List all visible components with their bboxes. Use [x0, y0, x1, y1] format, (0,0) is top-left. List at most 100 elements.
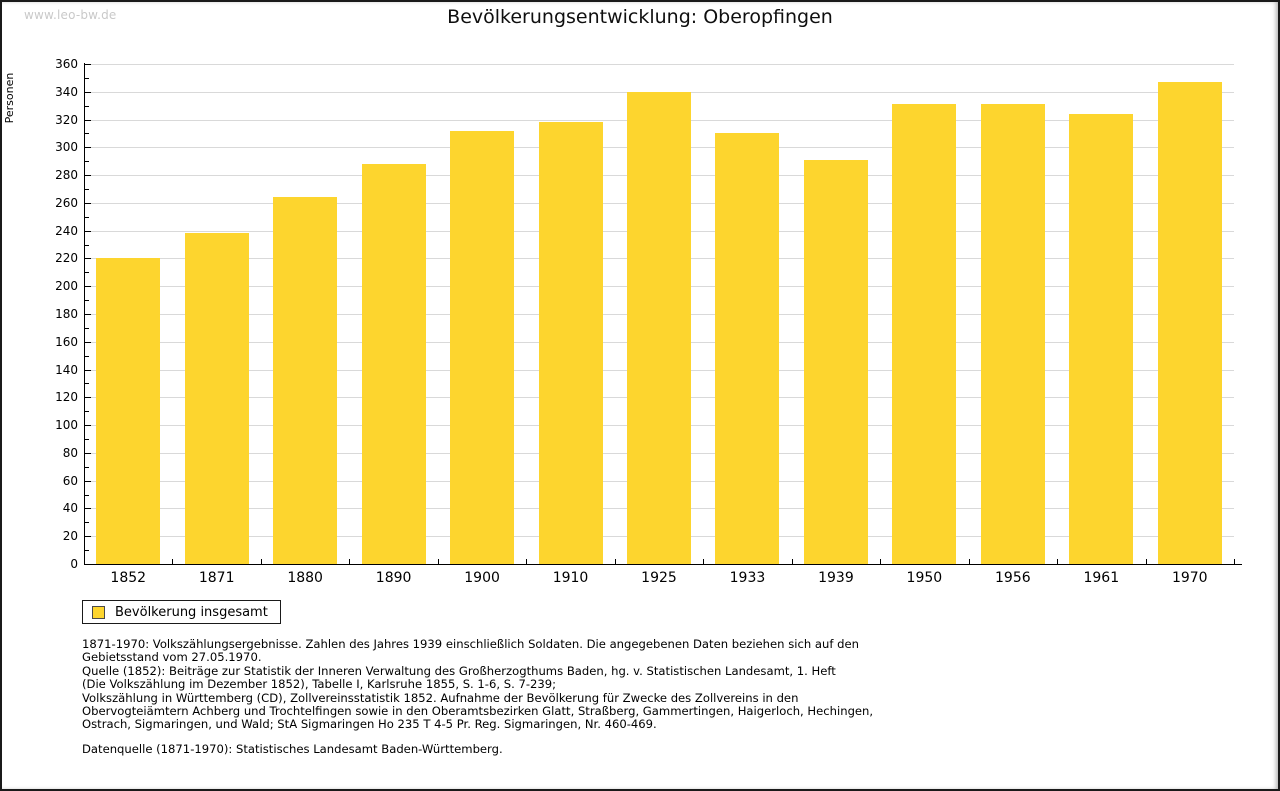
x-boundary-tick	[791, 559, 793, 564]
x-boundary-tick	[437, 559, 439, 564]
x-boundary-tick	[526, 559, 528, 564]
y-major-tick	[85, 175, 91, 177]
x-tick-label: 1950	[906, 570, 943, 586]
y-major-tick	[85, 425, 91, 427]
y-tick-label: 220	[55, 251, 78, 266]
y-major-tick	[85, 480, 91, 482]
x-boundary-tick	[614, 559, 616, 564]
page-title: Bevölkerungsentwicklung: Oberopfingen	[447, 6, 833, 28]
footnote-line: Volkszählung in Württemberg (CD), Zollve…	[82, 690, 799, 705]
bar-1890	[361, 164, 426, 564]
y-tick-label: 300	[55, 140, 78, 155]
footnote-line: Quelle (1852): Beiträge zur Statistik de…	[82, 663, 836, 678]
bar-1970	[1157, 82, 1222, 564]
x-tick-label: 1910	[552, 570, 589, 586]
y-tick-label: 340	[55, 84, 78, 99]
y-tick-label: 20	[62, 529, 78, 544]
y-minor-tick	[85, 272, 89, 274]
y-minor-tick	[85, 466, 89, 468]
y-gridline	[85, 64, 1234, 65]
y-minor-tick	[85, 383, 89, 385]
y-axis-line	[84, 63, 85, 565]
x-tick-label: 1852	[110, 570, 147, 586]
x-tick-label: 1871	[198, 570, 235, 586]
datasource-line: Datenquelle (1871-1970): Statistisches L…	[82, 742, 503, 756]
y-minor-tick	[85, 300, 89, 302]
x-boundary-tick	[703, 559, 705, 564]
y-tick-label: 280	[55, 168, 78, 183]
y-minor-tick	[85, 244, 89, 246]
footnote-line: (Die Volkszählung im Dezember 1852), Tab…	[82, 677, 557, 692]
x-tick-label: 1933	[729, 570, 766, 586]
x-tick-label: 1890	[375, 570, 412, 586]
legend-swatch	[92, 605, 105, 619]
y-major-tick	[85, 536, 91, 538]
x-boundary-tick	[1057, 559, 1059, 564]
x-tick-label: 1900	[464, 570, 500, 586]
bar-1852	[96, 258, 161, 564]
x-tick-label: 1880	[287, 570, 323, 586]
x-boundary-tick	[349, 559, 351, 564]
x-tick-label: 1925	[641, 570, 677, 586]
y-minor-tick	[85, 411, 89, 413]
y-major-tick	[85, 508, 91, 510]
y-minor-tick	[85, 77, 89, 79]
y-major-tick	[85, 369, 91, 371]
y-major-tick	[85, 286, 91, 288]
bar-1933	[715, 133, 780, 564]
y-major-tick	[85, 202, 91, 204]
y-tick-label: 100	[55, 418, 78, 433]
x-boundary-tick	[1234, 559, 1235, 564]
footnote-line: Ostrach, Sigmaringen, und Wald; StA Sigm…	[82, 717, 657, 732]
y-major-tick	[85, 258, 91, 260]
x-tick-label: 1956	[995, 570, 1031, 586]
y-major-tick	[85, 341, 91, 343]
y-tick-label: 180	[55, 307, 78, 321]
y-tick-label: 60	[62, 473, 78, 488]
y-tick-label: 200	[55, 279, 78, 294]
bar-1900	[450, 130, 515, 564]
legend: Bevölkerung insgesamt	[82, 600, 281, 624]
bar-1871	[184, 233, 249, 564]
y-major-tick	[85, 314, 91, 315]
y-minor-tick	[85, 161, 89, 163]
y-tick-label: 40	[62, 501, 78, 516]
bar-1950	[892, 104, 957, 564]
x-tick-label: 1939	[818, 570, 854, 586]
y-major-tick	[85, 147, 91, 149]
y-major-tick	[85, 119, 91, 121]
y-major-tick	[85, 452, 91, 454]
bar-1910	[538, 122, 603, 564]
y-major-tick	[85, 397, 91, 399]
bar-1961	[1069, 114, 1134, 564]
y-minor-tick	[85, 355, 89, 357]
y-major-tick	[85, 64, 91, 65]
y-minor-tick	[85, 105, 89, 107]
y-tick-label: 320	[55, 112, 78, 127]
y-tick-label: 360	[55, 57, 78, 71]
y-tick-label: 120	[55, 390, 78, 405]
y-minor-tick	[85, 133, 89, 135]
x-axis-line	[84, 564, 1242, 565]
y-tick-label: 140	[55, 362, 78, 377]
footnote-line: Gebietsstand vom 27.05.1970.	[82, 650, 262, 665]
x-tick-label: 1961	[1083, 570, 1120, 586]
bar-1939	[803, 159, 868, 564]
x-boundary-tick	[880, 559, 882, 564]
y-minor-tick	[85, 522, 89, 524]
y-major-tick	[85, 91, 91, 93]
bar-1880	[273, 197, 338, 564]
y-tick-label: 260	[55, 195, 78, 210]
footnotes: 1871-1970: Volkszählungsergebnisse. Zahl…	[82, 637, 874, 732]
x-tick-label: 1970	[1171, 570, 1208, 586]
bar-1956	[980, 104, 1045, 564]
y-tick-label: 0	[70, 557, 78, 571]
y-minor-tick	[85, 189, 89, 190]
y-minor-tick	[85, 494, 89, 496]
y-minor-tick	[85, 439, 89, 440]
y-minor-tick	[85, 550, 89, 552]
footnote-line: Obervogteiämtern Achberg und Trochtelfin…	[82, 704, 874, 719]
y-tick-label: 160	[55, 334, 78, 349]
y-tick-label: 240	[55, 223, 78, 238]
